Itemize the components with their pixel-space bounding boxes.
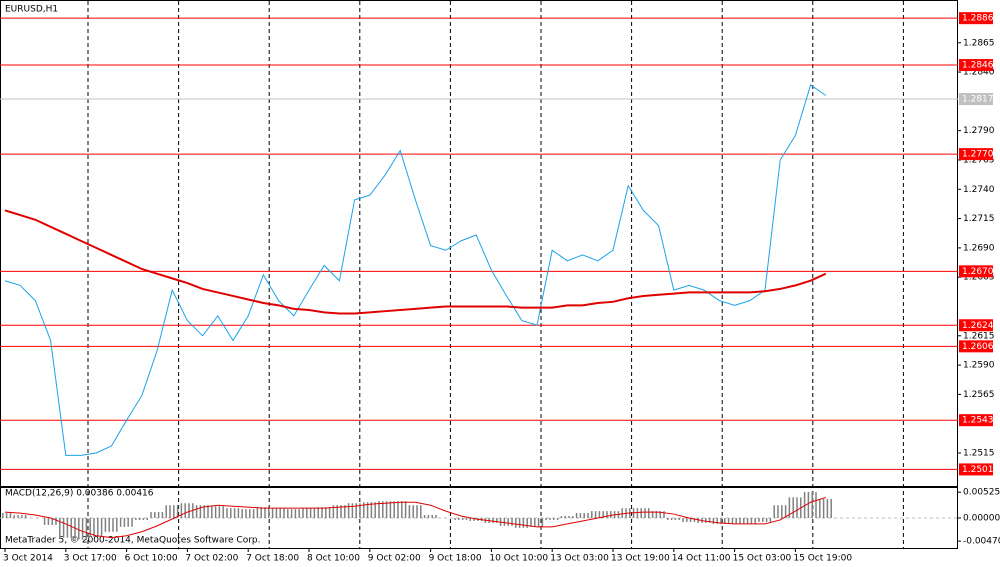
level-label: 1.2624 — [962, 321, 994, 331]
series-line — [4, 497, 826, 539]
y-tick-label: 0.00525 — [963, 488, 1000, 498]
x-tick-label: 7 Oct 02:00 — [185, 554, 238, 564]
x-tick-label: 3 Oct 2014 — [3, 554, 53, 564]
level-tag — [959, 12, 993, 25]
level-tag — [959, 414, 993, 427]
x-tick-label: 9 Oct 18:00 — [429, 554, 482, 564]
level-label: 1.2543 — [962, 416, 994, 426]
y-tick-label: 1.2615 — [963, 331, 995, 341]
y-tick-label: 1.2715 — [963, 214, 995, 224]
level-label: 1.2846 — [962, 61, 994, 71]
y-tick-label: 0.00000 — [963, 514, 1000, 524]
price-frame — [0, 0, 958, 487]
x-tick-label: 9 Oct 02:00 — [368, 554, 421, 564]
x-tick-label: 7 Oct 18:00 — [246, 554, 299, 564]
y-tick-label: 1.2840 — [963, 68, 995, 78]
level-tag — [959, 265, 993, 278]
footer: MetaTrader 5, © 2000-2014, MetaQuotes So… — [5, 536, 261, 546]
x-tick-label: 3 Oct 17:00 — [64, 554, 117, 564]
level-label: 1.2670 — [962, 267, 994, 277]
y-tick-label: 1.2790 — [963, 126, 995, 136]
level-tag — [959, 463, 993, 476]
chart-title: EURUSD,H1 — [5, 5, 58, 15]
x-tick-label: 14 Oct 11:00 — [672, 554, 731, 564]
y-tick-label: 1.2690 — [963, 243, 995, 253]
y-tick-label: 1.2590 — [963, 361, 995, 371]
y-tick-label: 1.2515 — [963, 449, 995, 459]
level-label: 1.2770 — [962, 150, 994, 160]
y-tick-label: 1.2865 — [963, 38, 995, 48]
y-tick-label: 1.2740 — [963, 185, 995, 195]
series-line — [4, 209, 827, 315]
x-tick-label: 13 Oct 03:00 — [550, 554, 609, 564]
level-label: 1.2606 — [962, 342, 994, 352]
x-tick-label: 10 Oct 10:00 — [489, 554, 548, 564]
current-price-label: 1.2817 — [962, 95, 994, 105]
level-tag — [959, 59, 993, 72]
x-tick-label: 6 Oct 10:00 — [125, 554, 178, 564]
y-tick-label: 1.2565 — [963, 390, 995, 400]
level-tag — [959, 148, 993, 161]
level-tag — [959, 319, 993, 332]
y-tick-label: 1.2665 — [963, 273, 995, 283]
x-tick-label: 15 Oct 03:00 — [733, 554, 792, 564]
x-tick-label: 8 Oct 10:00 — [307, 554, 360, 564]
series-line — [4, 84, 827, 456]
level-tag — [959, 340, 993, 353]
x-tick-label: 13 Oct 19:00 — [611, 554, 670, 564]
current-price-tag — [959, 93, 993, 106]
x-tick-label: 15 Oct 19:00 — [793, 554, 852, 564]
level-label: 1.2886 — [962, 14, 994, 24]
y-tick-label: 1.2765 — [963, 155, 995, 165]
y-tick-label: -0.00470 — [963, 537, 1000, 547]
macd-title: MACD(12,26,9) 0.00386 0.00416 — [5, 489, 154, 499]
level-label: 1.2501 — [962, 465, 994, 475]
